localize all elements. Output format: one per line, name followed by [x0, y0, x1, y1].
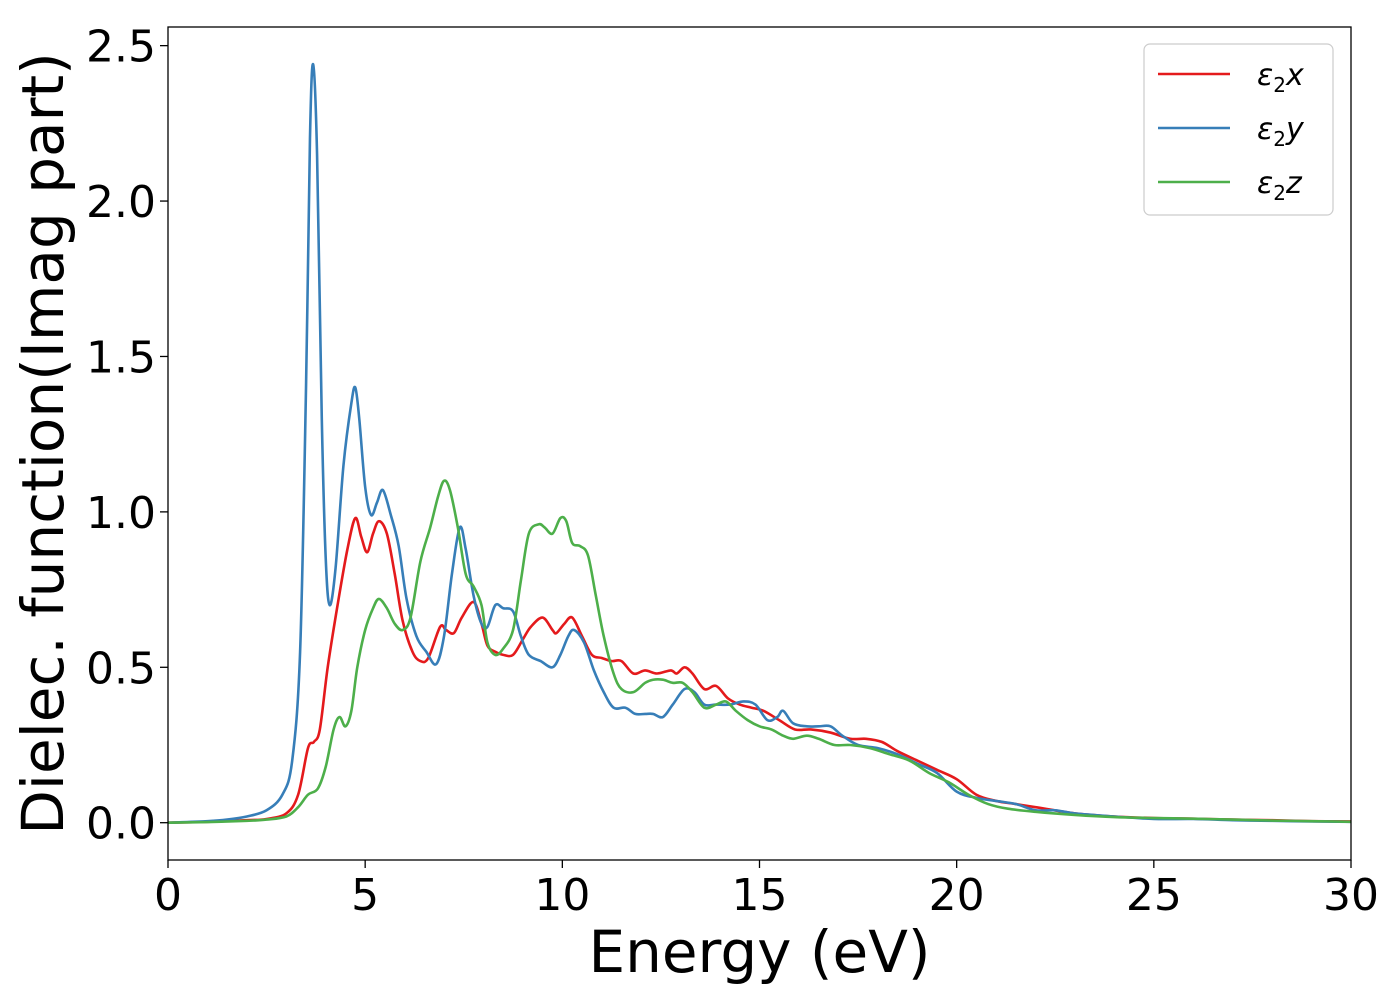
- y-tick-label: 0.0: [86, 799, 156, 850]
- x-axis: 0 5 10 15 20 25 30: [154, 860, 1379, 921]
- x-tick-label: 10: [534, 870, 590, 921]
- y-tick-label: 2.5: [86, 22, 156, 73]
- legend-label-x: ε2x: [1257, 58, 1304, 97]
- x-tick-label: 15: [732, 870, 788, 921]
- x-tick-label: 30: [1323, 870, 1379, 921]
- y-axis: 0.0 0.5 1.0 1.5 2.0 2.5: [86, 22, 168, 850]
- y-tick-label: 1.0: [86, 488, 156, 539]
- legend-box: [1143, 43, 1334, 216]
- legend-label-y: ε2y: [1257, 112, 1305, 151]
- series-layer: [167, 62, 1352, 824]
- y-tick-label: 2.0: [86, 177, 156, 228]
- x-tick-label: 5: [351, 870, 379, 921]
- x-tick-label: 20: [929, 870, 985, 921]
- legend: ε2x ε2y ε2z: [1143, 43, 1334, 216]
- y-tick-label: 1.5: [86, 332, 156, 383]
- x-tick-label: 25: [1126, 870, 1182, 921]
- x-axis-title: Energy (eV): [588, 918, 930, 986]
- y-tick-label: 0.5: [86, 643, 156, 694]
- y-axis-title: Dielec. function(Imag part): [9, 52, 77, 835]
- series-line-z: [167, 479, 1352, 824]
- x-tick-label: 0: [154, 870, 182, 921]
- series-line-y: [167, 62, 1352, 824]
- legend-label-z: ε2z: [1257, 166, 1303, 205]
